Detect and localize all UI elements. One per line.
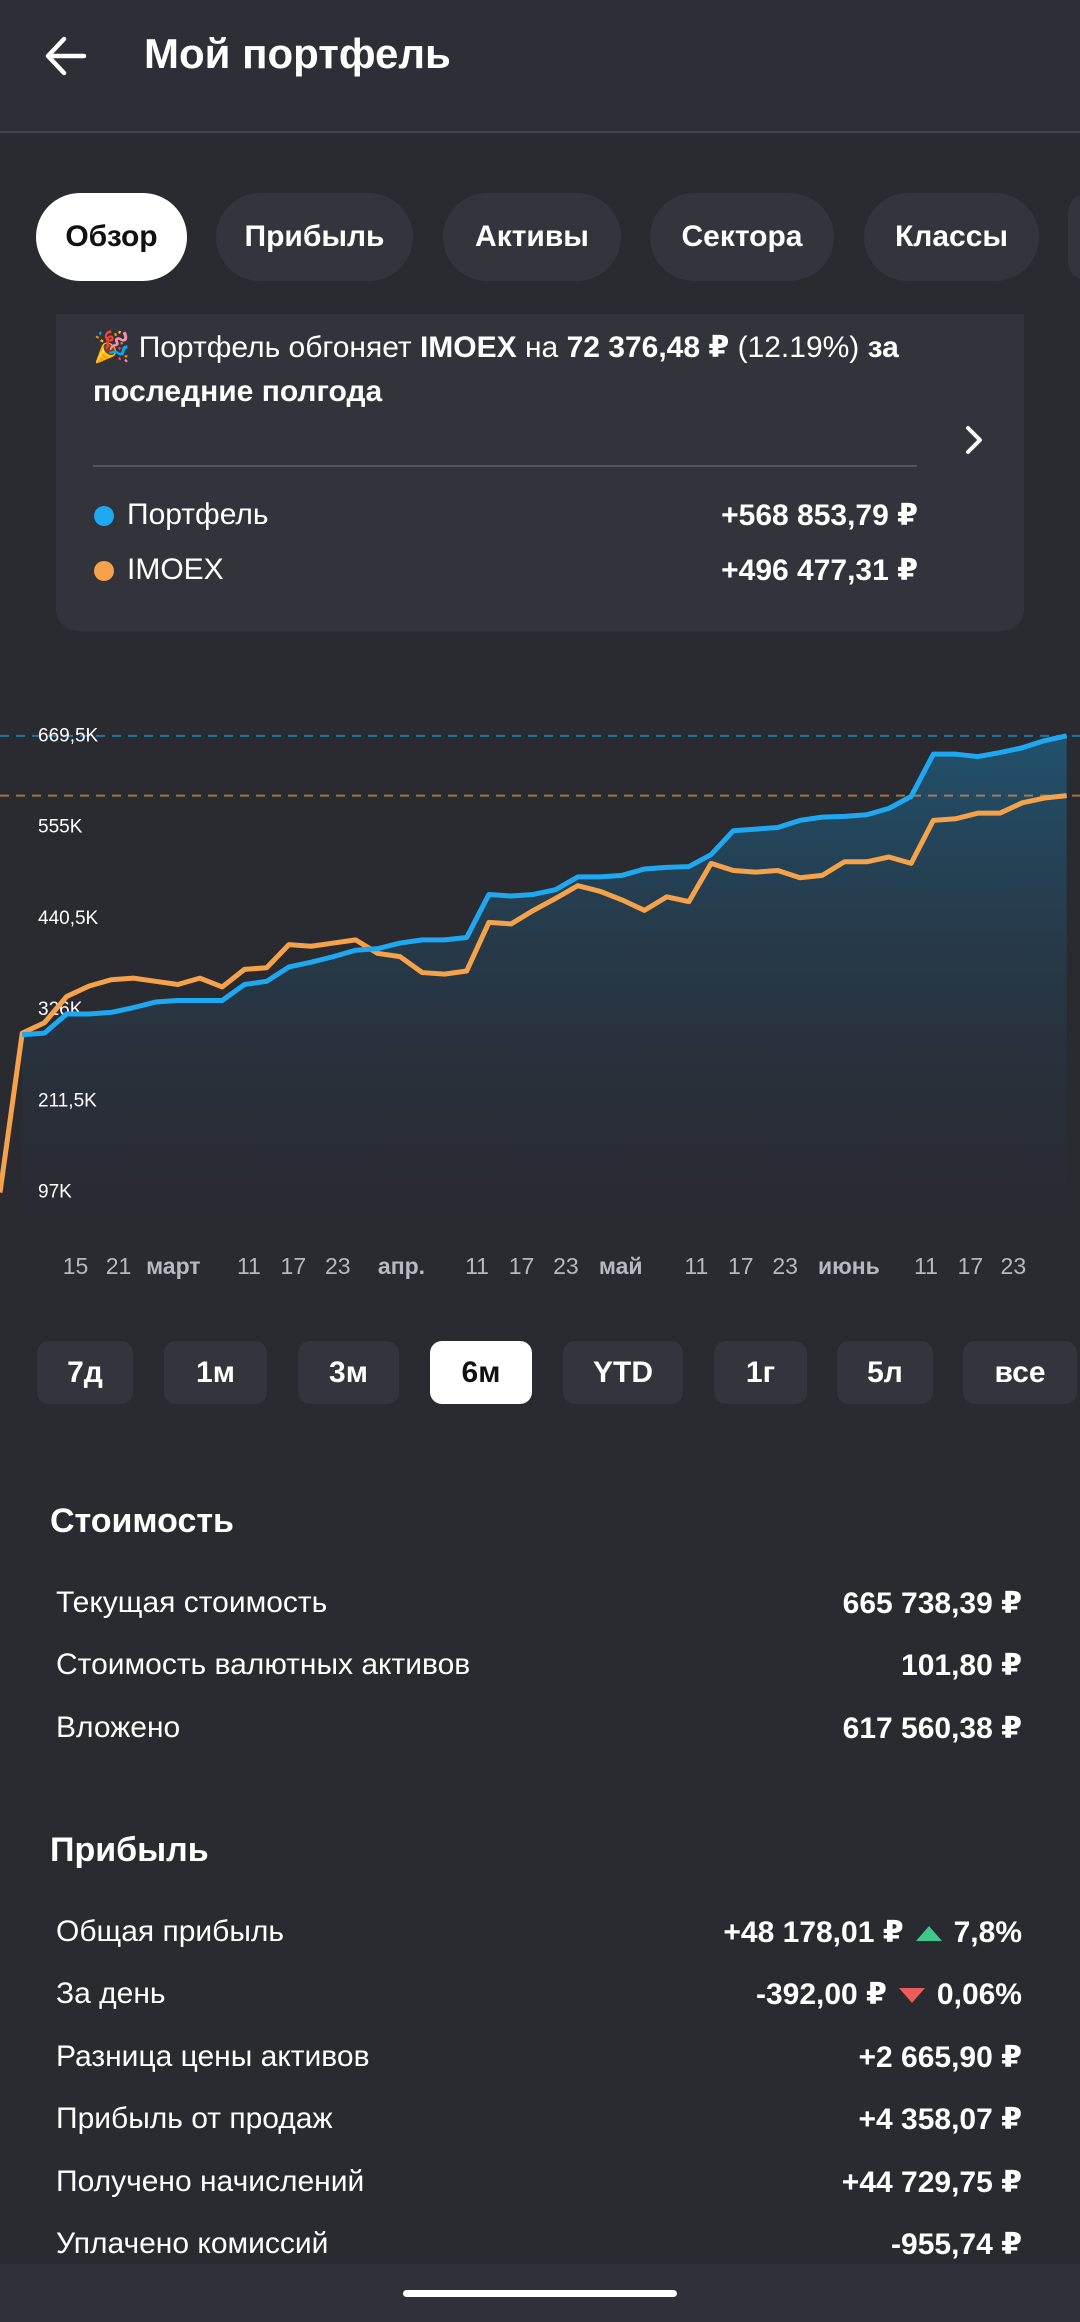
- row-value: +2 665,90 ₽: [858, 2040, 1022, 2075]
- chevron[interactable]: [956, 422, 992, 458]
- row-value: +4 358,07 ₽: [858, 2102, 1022, 2137]
- value: 101,80 ₽: [901, 1649, 1022, 1683]
- section-title: Прибыль: [50, 1831, 209, 1869]
- legend-label: IMOEX: [127, 553, 224, 586]
- period-button[interactable]: 6м: [430, 1341, 532, 1404]
- row-value: 665 738,39 ₽: [843, 1586, 1022, 1621]
- back-button[interactable]: [40, 30, 92, 82]
- row-value: -392,00 ₽ 0,06%: [756, 1977, 1022, 2012]
- banner-part: IMOEX: [419, 331, 517, 364]
- x-tick-label: 23: [553, 1253, 579, 1279]
- section-title: Стоимость: [50, 1502, 234, 1540]
- legend-label: Портфель: [127, 498, 269, 531]
- tab[interactable]: Прибыль: [216, 193, 413, 281]
- banner-part: 🎉 Портфель обгоняет: [93, 331, 420, 364]
- change: 7,8%: [953, 1915, 1022, 1949]
- x-tick-label: июнь: [818, 1253, 880, 1279]
- tab[interactable]: Обзор: [36, 193, 187, 281]
- tab[interactable]: Сектора: [650, 193, 834, 281]
- x-tick-label: 11: [465, 1253, 489, 1279]
- change: 0,06%: [936, 1977, 1022, 2011]
- x-tick-label: май: [599, 1253, 643, 1279]
- banner-part: за последние полгода: [93, 331, 908, 408]
- row-label: Вложено: [56, 1710, 181, 1744]
- x-tick-label: 17: [728, 1253, 754, 1279]
- x-tick-label: 15: [63, 1253, 89, 1279]
- row-value: +44 729,75 ₽: [842, 2165, 1022, 2200]
- banner-part: (12.19%): [729, 331, 868, 364]
- comparison-card: 🎉 Портфель обгоняет IMOEX на 72 376,48 ₽…: [56, 314, 1024, 631]
- period-button[interactable]: 3м: [298, 1341, 399, 1404]
- x-tick-label: 17: [958, 1253, 984, 1279]
- divider: [93, 465, 917, 467]
- y-tick-label: 211,5K: [38, 1090, 97, 1111]
- row-label: Общая прибыль: [56, 1915, 285, 1948]
- period-button[interactable]: 5л: [837, 1341, 933, 1404]
- row-label: За день: [56, 1977, 166, 2011]
- x-tick-label: 17: [509, 1253, 535, 1279]
- value: +4 358,07 ₽: [858, 2103, 1022, 2137]
- period-button[interactable]: 1м: [164, 1341, 267, 1404]
- row-label: Стоимость валютных активов: [56, 1648, 471, 1682]
- value: -955,74 ₽: [891, 2228, 1022, 2261]
- app-bar: Мой портфель: [0, 0, 1080, 133]
- tab-overflow[interactable]: [1068, 193, 1080, 281]
- tab[interactable]: Классы: [864, 193, 1039, 281]
- tab[interactable]: Активы: [443, 193, 621, 281]
- value: +2 665,90 ₽: [858, 2040, 1022, 2074]
- line: [22, 733, 1068, 1038]
- x-tick-label: 23: [1001, 1253, 1027, 1279]
- x-tick-label: апр.: [378, 1253, 425, 1279]
- x-tick-label: 21: [106, 1253, 132, 1279]
- banner-part: на: [516, 331, 567, 364]
- legend-dot: [94, 561, 114, 581]
- x-tick-label: март: [146, 1253, 201, 1279]
- banner-text: 🎉 Портфель обгоняет IMOEX на 72 376,48 ₽…: [93, 326, 923, 414]
- row-label: Прибыль от продаж: [56, 2102, 333, 2136]
- row-value: -955,74 ₽: [891, 2227, 1022, 2262]
- x-tick-label: 11: [684, 1253, 708, 1279]
- x-tick-label: 23: [772, 1253, 798, 1279]
- period-button[interactable]: 1г: [714, 1341, 807, 1404]
- x-tick-label: 17: [281, 1253, 307, 1279]
- period-button[interactable]: 7д: [37, 1341, 133, 1404]
- area: [22, 735, 1067, 1230]
- row-value: +48 178,01 ₽ 7,8%: [723, 1915, 1022, 1950]
- x-tick-label: 11: [237, 1253, 261, 1279]
- x-tick-label: 11: [914, 1253, 938, 1279]
- row-label: Уплачено комиссий: [56, 2227, 329, 2260]
- value: 617 560,38 ₽: [842, 1711, 1022, 1745]
- period-button[interactable]: все: [963, 1341, 1077, 1404]
- trend-icon: [915, 1925, 942, 1941]
- y-tick-label: 669,5K: [38, 725, 99, 746]
- line: [0, 793, 1067, 1193]
- legend-value: +568 853,79 ₽: [721, 499, 918, 532]
- value: 665 738,39 ₽: [842, 1587, 1022, 1620]
- y-tick-label: 97K: [38, 1182, 72, 1203]
- row-label: Разница цены активов: [56, 2039, 370, 2073]
- row-value: 617 560,38 ₽: [843, 1711, 1022, 1746]
- row-label: Текущая стоимость: [56, 1586, 328, 1619]
- row-label: Получено начислений: [56, 2164, 365, 2198]
- screen-title: Мой портфель: [144, 30, 451, 77]
- trend-icon: [898, 1987, 925, 2003]
- legend-value: +496 477,31 ₽: [721, 554, 918, 587]
- period-button[interactable]: YTD: [563, 1341, 683, 1404]
- home-indicator: [403, 2290, 677, 2297]
- value: +44 729,75 ₽: [841, 2165, 1022, 2199]
- row-value: 101,80 ₽: [901, 1648, 1022, 1683]
- banner-part: 72 376,48 ₽: [566, 331, 730, 364]
- x-tick-label: 23: [325, 1253, 351, 1279]
- y-tick-label: 555K: [38, 817, 83, 838]
- legend-dot: [94, 506, 114, 526]
- value: -392,00 ₽: [755, 1978, 887, 2012]
- value: +48 178,01 ₽: [723, 1916, 904, 1949]
- y-tick-label: 440,5K: [38, 908, 99, 929]
